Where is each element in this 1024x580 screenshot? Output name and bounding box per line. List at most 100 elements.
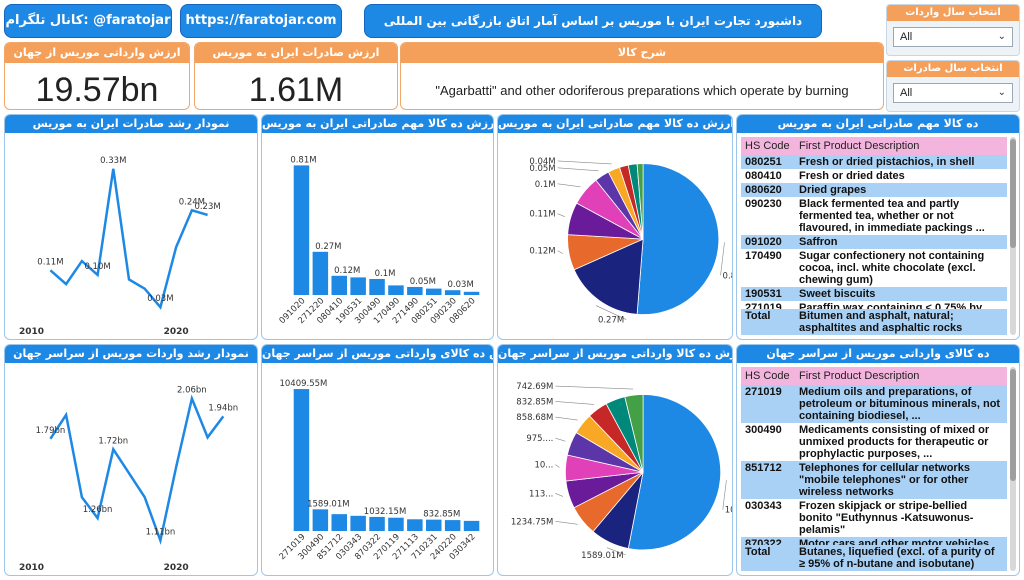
table-row[interactable]: 300490 Medicaments consisting of mixed or… bbox=[741, 423, 1007, 461]
export-bar-title: ارزش ده کالا مهم صادراتی ایران به موریس bbox=[262, 115, 493, 133]
data-label: 1.94bn bbox=[208, 403, 238, 413]
bar-value-label: 0.1M bbox=[375, 269, 396, 279]
table-row[interactable]: 030343 Frozen skipjack or stripe-bellied … bbox=[741, 499, 1007, 537]
bar-value-label: 832.85M bbox=[423, 510, 460, 520]
x-tick-label: 2010 bbox=[19, 563, 44, 573]
bar bbox=[293, 165, 310, 295]
x-tick-label: 2020 bbox=[164, 327, 189, 337]
import-growth-title: نمودار رشد واردات موریس از سراسر جهان bbox=[5, 345, 257, 363]
export-year-dropdown[interactable]: All ⌄ bbox=[893, 83, 1013, 103]
bar bbox=[407, 287, 423, 295]
table-row[interactable]: 271019 Medium oils and preparations, of p… bbox=[741, 385, 1007, 423]
bar bbox=[426, 288, 442, 295]
description-cell: Dried grapes bbox=[795, 183, 1007, 197]
export-growth-title: نمودار رشد صادرات ایران به موریس bbox=[5, 115, 257, 133]
telegram-channel-box[interactable]: کانال تلگرام: @faratojar bbox=[4, 4, 172, 38]
export-table-scroll-thumb[interactable] bbox=[1010, 139, 1016, 248]
data-label: 1.72bn bbox=[98, 436, 128, 446]
leader-line bbox=[557, 213, 565, 217]
hs-code-header[interactable]: HS Code bbox=[741, 137, 795, 155]
export-total-desc: Bitumen and asphalt, natural; asphaltite… bbox=[799, 310, 963, 334]
slice-label: 742.69M bbox=[516, 382, 553, 392]
import-pie-panel: ارزش ده کالا وارداتی موریس از سراسر جهان… bbox=[497, 344, 733, 576]
website-link[interactable]: https://faratojar.com bbox=[180, 4, 342, 38]
kpi-world-import-label: ارزش وارداتی موریس از جهان bbox=[5, 43, 189, 63]
hs-code-cell: 851712 bbox=[741, 461, 795, 499]
bar bbox=[331, 275, 347, 295]
x-tick-label: 2010 bbox=[19, 327, 44, 337]
slice-label: 0.27M bbox=[598, 316, 624, 326]
x-tick-label: 2020 bbox=[164, 563, 189, 573]
data-label: 0.23M bbox=[194, 202, 220, 212]
table-row[interactable]: 090230 Black fermented tea and partly fer… bbox=[741, 197, 1007, 235]
table-row[interactable]: 851712 Telephones for cellular networks "… bbox=[741, 461, 1007, 499]
bar bbox=[426, 519, 442, 531]
import-year-slicer-label: انتخاب سال واردات bbox=[887, 5, 1019, 21]
description-cell: Frozen skipjack or stripe-bellied bonito… bbox=[795, 499, 1007, 537]
bar bbox=[369, 279, 385, 295]
export-table-scrollbar[interactable] bbox=[1010, 137, 1016, 335]
description-header[interactable]: First Product Description bbox=[795, 137, 1007, 155]
bar bbox=[444, 290, 461, 295]
leader-line bbox=[722, 480, 727, 510]
import-total-desc: Butanes, liquefied (excl. of a purity of… bbox=[799, 546, 995, 570]
kpi-iran-export-value: 1.61M bbox=[248, 71, 344, 109]
kpi-product-label: شرح کالا bbox=[401, 43, 883, 63]
table-row[interactable]: 080410 Fresh or dried dates bbox=[741, 169, 1007, 183]
slice-label: 0.81M bbox=[723, 271, 732, 281]
pie-slice bbox=[636, 163, 644, 240]
bar bbox=[293, 389, 310, 531]
table-row[interactable]: 170490 Sugar confectionery not containing… bbox=[741, 249, 1007, 287]
export-table-panel: ده کالا مهم صادراتی ایران به موریس HS Co… bbox=[736, 114, 1020, 340]
import-table-scrollbar[interactable] bbox=[1010, 367, 1016, 571]
export-pie-panel: ارزش ده کالا مهم صادراتی ایران به موریس … bbox=[497, 114, 733, 340]
table-row[interactable]: 190531 Sweet biscuits bbox=[741, 287, 1007, 301]
chevron-down-icon: ⌄ bbox=[997, 31, 1006, 42]
description-cell: Black fermented tea and partly fermented… bbox=[795, 197, 1007, 235]
bar bbox=[369, 516, 385, 531]
bar-value-label: 10409.55M bbox=[279, 379, 327, 389]
bar bbox=[407, 519, 423, 531]
bar bbox=[444, 520, 461, 531]
description-header[interactable]: First Product Description bbox=[795, 367, 1007, 385]
import-bar-panel: ارزش ده کالای وارداتی موریس از سراسر جها… bbox=[261, 344, 494, 576]
export-products-table: HS Code First Product Description 080251 Fr… bbox=[741, 137, 1007, 327]
table-row[interactable]: 091020 Saffron bbox=[741, 235, 1007, 249]
table-row[interactable]: 080620 Dried grapes bbox=[741, 183, 1007, 197]
hs-code-cell: 091020 bbox=[741, 235, 795, 249]
import-table-body[interactable]: HS Code First Product Description 271019 Me… bbox=[741, 367, 1007, 571]
leader-line bbox=[557, 183, 581, 188]
data-label: 1.11bn bbox=[146, 528, 176, 538]
description-cell: Medium oils and preparations, of petrole… bbox=[795, 385, 1007, 423]
export-bar-chart: 0.81M0910200.27M2712200.12M0804101905310… bbox=[278, 155, 480, 326]
hs-code-cell: 271019 bbox=[741, 385, 795, 423]
slice-label: 113... bbox=[529, 489, 553, 499]
leader-line bbox=[555, 437, 566, 442]
slice-label: 975.... bbox=[526, 434, 553, 444]
hs-code-cell: 080410 bbox=[741, 169, 795, 183]
bar bbox=[350, 515, 366, 531]
bar-value-label: 1589.01M bbox=[307, 499, 349, 509]
bar-value-label: 0.12M bbox=[334, 266, 360, 276]
leader-line bbox=[555, 416, 578, 421]
import-table-scroll-thumb[interactable] bbox=[1010, 369, 1016, 482]
import-year-value: All bbox=[900, 31, 913, 43]
bar bbox=[331, 514, 347, 531]
table-row[interactable]: 080251 Fresh or dried pistachios, in shel… bbox=[741, 155, 1007, 169]
import-pie-title: ارزش ده کالا وارداتی موریس از سراسر جهان bbox=[498, 345, 732, 363]
export-table-body[interactable]: HS Code First Product Description 080251 Fr… bbox=[741, 137, 1007, 335]
import-table-header-row: HS Code First Product Description bbox=[741, 367, 1007, 385]
import-year-dropdown[interactable]: All ⌄ bbox=[893, 27, 1013, 47]
bar bbox=[350, 277, 366, 295]
export-year-value: All bbox=[900, 87, 913, 99]
kpi-world-import-value: 19.57bn bbox=[35, 71, 159, 109]
hs-code-cell: 190531 bbox=[741, 287, 795, 301]
import-bar-title: ارزش ده کالای وارداتی موریس از سراسر جها… bbox=[262, 345, 493, 363]
leader-line bbox=[555, 401, 594, 405]
slice-label: 0.1M bbox=[535, 180, 556, 190]
description-cell: Fresh or dried dates bbox=[795, 169, 1007, 183]
hs-code-header[interactable]: HS Code bbox=[741, 367, 795, 385]
slice-label: 0.04M bbox=[529, 157, 555, 167]
pie-slice bbox=[573, 238, 644, 315]
